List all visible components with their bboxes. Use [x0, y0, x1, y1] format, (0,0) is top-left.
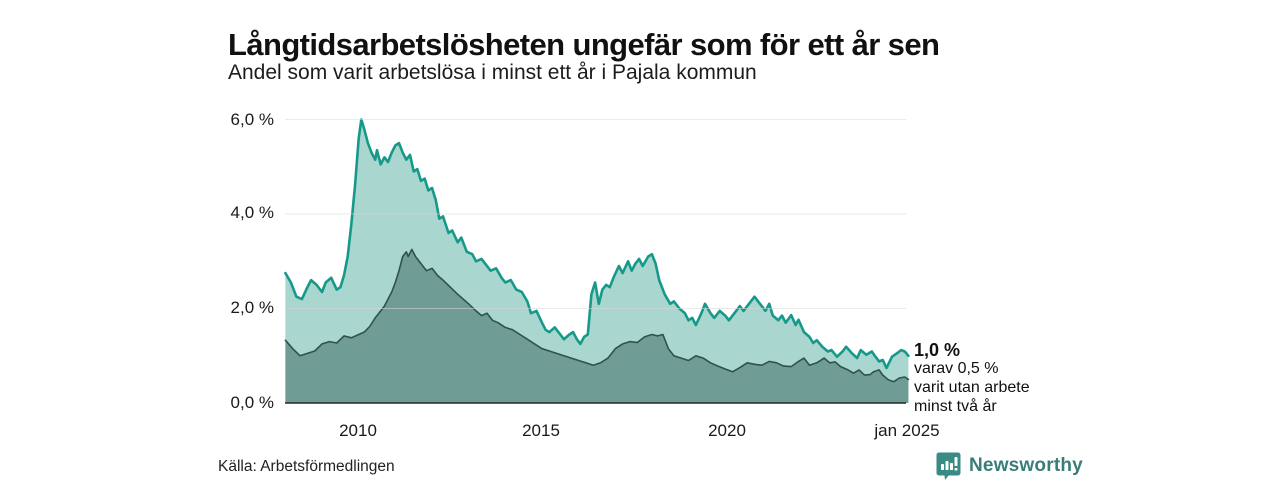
latest-value-label: 1,0 %: [914, 340, 961, 360]
y-tick-0: 0,0 %: [230, 393, 274, 412]
x-tick-2020: 2020: [708, 421, 746, 440]
y-tick-4: 4,0 %: [230, 203, 274, 222]
newsworthy-wordmark: Newsworthy: [969, 455, 1083, 476]
newsworthy-logo: Newsworthy: [936, 451, 1083, 481]
y-tick-6: 6,0 %: [230, 110, 274, 129]
x-tick-jan-2025: jan 2025: [874, 421, 940, 440]
newsworthy-icon: [936, 452, 961, 480]
x-tick-2015: 2015: [522, 421, 560, 440]
annotation-line-3: minst två år: [914, 398, 997, 415]
annotation-line-2: varit utan arbete: [914, 379, 1030, 396]
source-note: Källa: Arbetsförmedlingen: [218, 458, 395, 475]
x-tick-2010: 2010: [339, 421, 377, 440]
latest-value-annotation: 1,0 % varav 0,5 % varit utan arbete mins…: [914, 341, 1064, 416]
page-title: Långtidsarbetslösheten ungefär som för e…: [228, 26, 940, 62]
y-tick-2: 2,0 %: [230, 298, 274, 317]
annotation-line-1: varav 0,5 %: [914, 360, 999, 377]
chart-subtitle: Andel som varit arbetslösa i minst ett å…: [228, 61, 757, 84]
